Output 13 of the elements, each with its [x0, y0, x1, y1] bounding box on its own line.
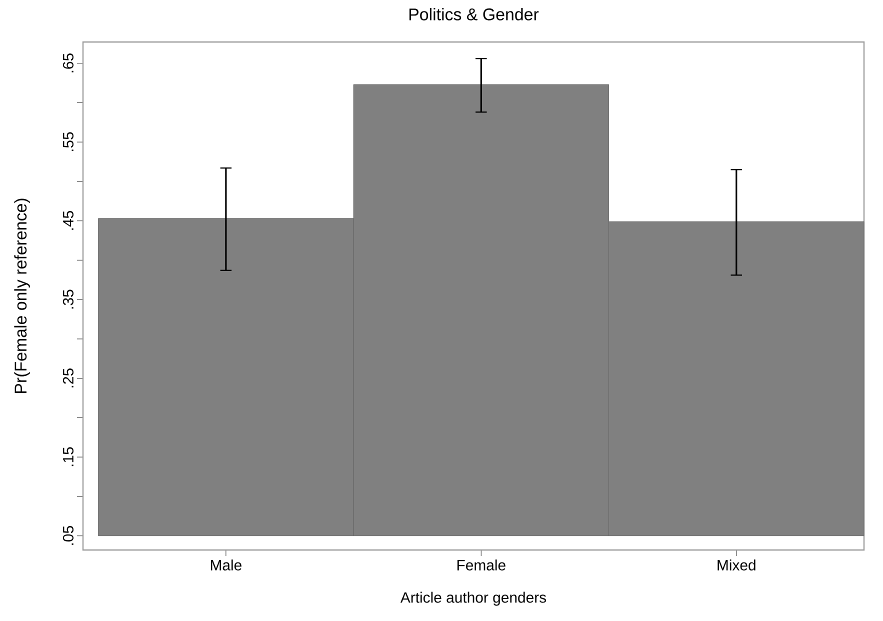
y-tick-label: .45 — [63, 211, 74, 230]
y-tick-label: .55 — [63, 132, 74, 152]
x-tick-label: Female — [457, 560, 506, 570]
y-tick-label: .35 — [62, 290, 74, 309]
x-tick-label: Male — [210, 560, 242, 570]
y-tick-label: .05 — [62, 526, 74, 545]
y-tick-label: .15 — [63, 447, 74, 466]
x-tick-label: Mixed — [718, 560, 756, 570]
y-tick-label: .65 — [62, 54, 74, 72]
y-tick-label: .25 — [62, 368, 74, 388]
chart-title: Politics & Gender — [409, 8, 539, 20]
y-axis-title: Pr(Female only reference) — [14, 198, 30, 393]
x-axis-title: Article author genders — [400, 592, 546, 606]
